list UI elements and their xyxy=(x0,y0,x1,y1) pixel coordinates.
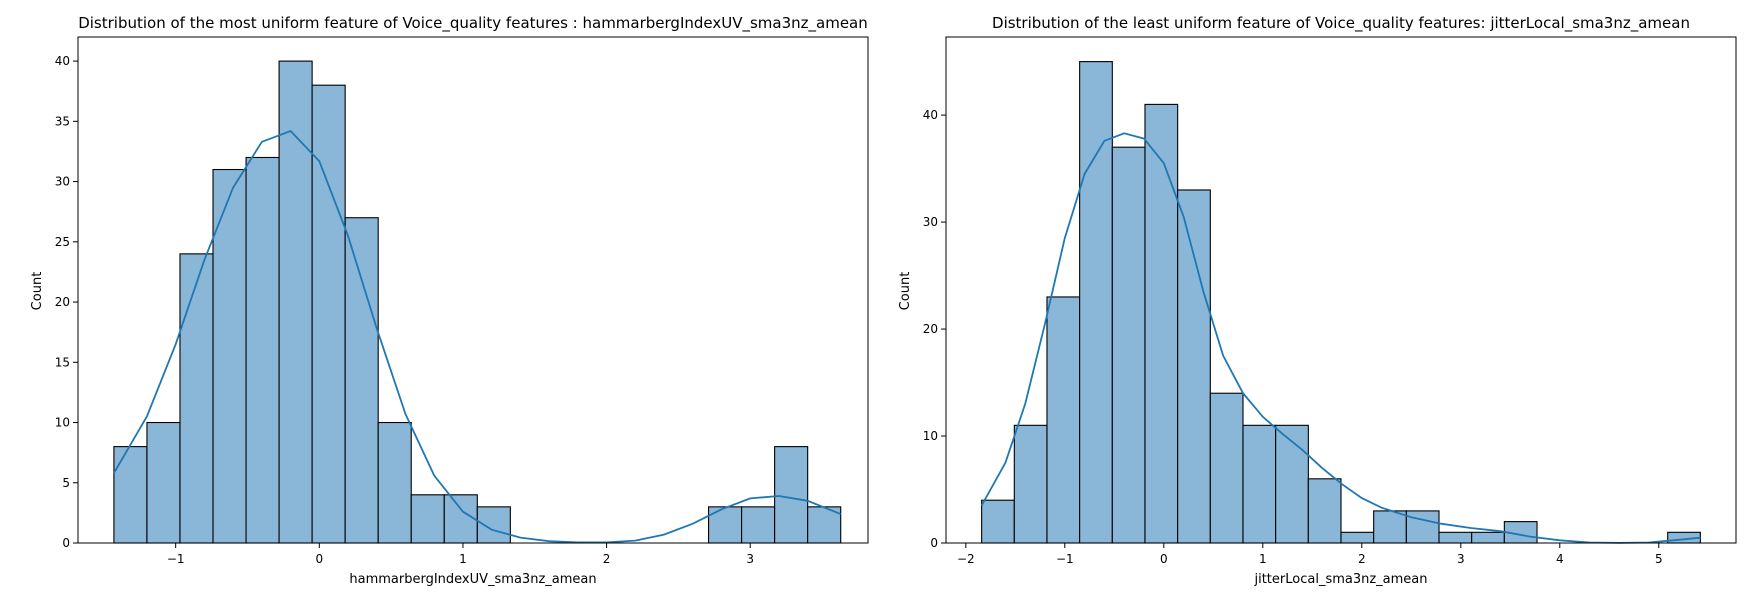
left-x-axis-label: hammarbergIndexUV_sma3nz_amean xyxy=(349,572,596,587)
right-kde-line xyxy=(980,132,1701,544)
right-bar xyxy=(1340,531,1375,544)
right-bar xyxy=(1307,478,1342,544)
left-bars xyxy=(113,60,842,544)
left-bar xyxy=(212,168,247,544)
right-y-tick-label: 40 xyxy=(923,108,938,122)
left-x-tick-label: 3 xyxy=(746,552,754,566)
right-x-tick-label: −2 xyxy=(957,552,975,566)
left-x-tick-label: 2 xyxy=(603,552,611,566)
left-bar xyxy=(245,156,280,544)
right-bar xyxy=(1471,531,1505,544)
right-bar xyxy=(1438,531,1473,544)
right-chart-title: Distribution of the least uniform featur… xyxy=(992,14,1690,33)
right-bar xyxy=(1013,424,1048,544)
left-plot-frame xyxy=(77,36,869,544)
right-bars xyxy=(981,61,1701,544)
left-x-tick-label: −1 xyxy=(167,552,185,566)
right-y-axis-label: Count xyxy=(898,272,913,311)
right-histogram-plot: Distribution of the least uniform featur… xyxy=(898,14,1737,587)
left-chart-title: Distribution of the most uniform feature… xyxy=(78,14,868,33)
right-bar xyxy=(981,499,1015,544)
left-y-tick-label: 15 xyxy=(55,355,70,369)
right-bar xyxy=(1111,146,1146,544)
right-bar xyxy=(1275,424,1309,544)
right-bar xyxy=(1046,296,1081,544)
right-x-axis-label: jitterLocal_sma3nz_amean xyxy=(1253,572,1427,587)
left-bar xyxy=(476,506,511,544)
right-plot-frame xyxy=(945,36,1737,544)
left-kde-line xyxy=(113,129,842,544)
right-x-tick-label: 2 xyxy=(1358,552,1366,566)
left-bar xyxy=(774,446,809,544)
left-histogram-plot: Distribution of the most uniform feature… xyxy=(30,14,869,587)
right-bar xyxy=(1242,424,1277,544)
left-x-tick-label: 0 xyxy=(315,552,323,566)
left-bar xyxy=(377,421,412,544)
left-bar xyxy=(278,60,313,544)
right-x-tick-label: 1 xyxy=(1259,552,1267,566)
left-bar xyxy=(344,217,379,544)
left-y-tick-label: 20 xyxy=(55,295,70,309)
left-bar xyxy=(146,421,181,544)
right-x-tick-label: −1 xyxy=(1056,552,1074,566)
right-y-tick-label: 0 xyxy=(930,536,938,550)
right-bar xyxy=(1209,392,1244,544)
right-x-tick-label: 5 xyxy=(1655,552,1663,566)
left-y-tick-label: 0 xyxy=(62,536,70,550)
right-y-tick-label: 20 xyxy=(923,322,938,336)
left-bar xyxy=(410,494,445,544)
left-y-tick-label: 5 xyxy=(62,476,70,490)
left-x-tick-label: 1 xyxy=(459,552,467,566)
left-bar xyxy=(179,253,214,544)
right-bar xyxy=(1079,61,1113,544)
left-y-tick-label: 30 xyxy=(55,175,70,189)
left-bar xyxy=(708,506,743,544)
left-bar xyxy=(113,446,148,544)
left-y-tick-label: 25 xyxy=(55,235,70,249)
right-x-tick-label: 4 xyxy=(1556,552,1564,566)
right-x-tick-label: 3 xyxy=(1457,552,1465,566)
left-y-axis-label: Count xyxy=(30,272,45,311)
left-y-tick-label: 40 xyxy=(55,54,70,68)
left-y-tick-label: 10 xyxy=(55,416,70,430)
right-y-tick-label: 10 xyxy=(923,429,938,443)
right-bar xyxy=(1144,103,1179,544)
left-bar xyxy=(311,84,346,544)
right-bar xyxy=(1405,510,1440,544)
right-bar xyxy=(1177,189,1211,544)
right-x-tick-label: 0 xyxy=(1160,552,1168,566)
left-y-tick-label: 35 xyxy=(55,114,70,128)
right-y-tick-label: 30 xyxy=(923,215,938,229)
left-bar xyxy=(443,494,478,544)
left-bar xyxy=(741,506,776,544)
right-bar xyxy=(1373,510,1407,544)
